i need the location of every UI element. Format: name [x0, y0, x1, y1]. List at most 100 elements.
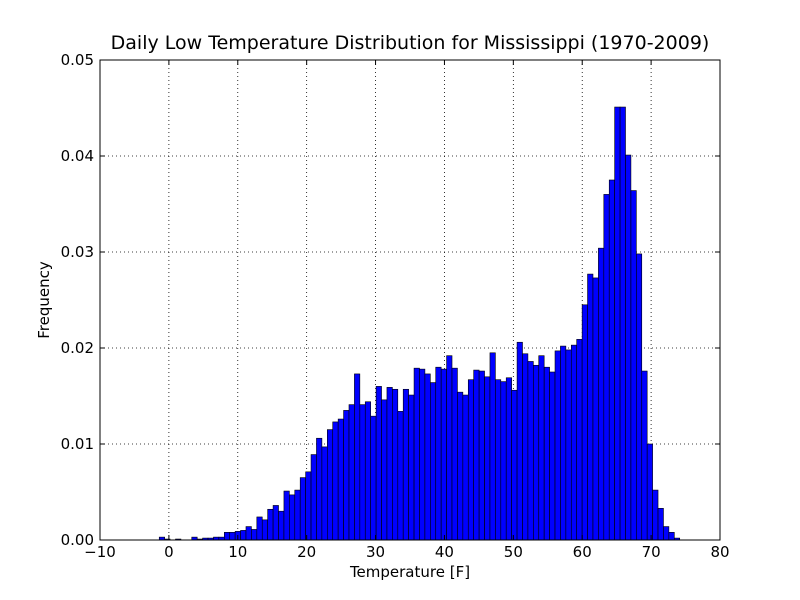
histogram-bar — [614, 106, 621, 541]
histogram-bar — [625, 154, 632, 541]
histogram-bar — [256, 516, 263, 541]
histogram-bar — [598, 247, 605, 541]
histogram-bar — [299, 477, 306, 541]
histogram-bar — [337, 418, 344, 541]
histogram-bar — [424, 373, 431, 541]
histogram-bar — [240, 530, 247, 541]
histogram-bar — [289, 494, 296, 541]
x-tick-label: 50 — [504, 543, 523, 561]
histogram-bar — [495, 379, 502, 541]
histogram-bar — [440, 368, 447, 541]
histogram-bar — [560, 345, 567, 541]
histogram-bar — [267, 508, 274, 541]
histogram-bar — [603, 194, 610, 541]
histogram-bar — [397, 411, 404, 541]
histogram-bar — [375, 386, 382, 541]
bars-group — [158, 106, 681, 541]
histogram-bar — [402, 388, 409, 541]
histogram-bar — [272, 505, 279, 541]
histogram-bar — [630, 190, 637, 541]
histogram-bar — [511, 389, 518, 541]
histogram-bar — [473, 369, 480, 541]
histogram-bar — [283, 490, 290, 541]
histogram-bar — [478, 370, 485, 541]
histogram-bar — [451, 367, 458, 541]
plot-frame — [99, 59, 721, 541]
x-tick-label: 0 — [164, 543, 174, 561]
histogram-bar — [592, 277, 599, 541]
histogram-bar — [484, 376, 491, 541]
ticks-group: −10 0 10 20 30 40 50 60 70 80 0.00 0.01 0.02 0.03 0.04… — [61, 51, 730, 561]
histogram-bar — [668, 532, 675, 541]
histogram-bar — [381, 399, 388, 541]
histogram-bar — [543, 366, 550, 541]
histogram-bar — [500, 381, 507, 541]
histogram-bar — [565, 349, 572, 541]
y-tick-label: 0.00 — [61, 531, 94, 549]
histogram-bar — [522, 353, 529, 541]
histogram-bar — [321, 446, 328, 541]
histogram-bar — [663, 526, 670, 541]
histogram-bar — [527, 361, 534, 541]
histogram-bar — [261, 519, 268, 541]
x-axis-label: Temperature [F] — [349, 563, 470, 581]
histogram-bar — [294, 489, 301, 541]
histogram-bar — [646, 443, 653, 541]
histogram-bar — [305, 471, 312, 541]
x-tick-label: −10 — [84, 543, 116, 561]
histogram-bar — [581, 304, 588, 541]
histogram-bar — [435, 366, 442, 541]
histogram-bar — [657, 508, 664, 541]
histogram-bar — [251, 529, 258, 541]
histogram-bar — [419, 368, 426, 541]
histogram-bar — [413, 367, 420, 541]
histogram-bar — [332, 421, 339, 541]
histogram-bar — [587, 273, 594, 541]
histogram-bar — [224, 532, 231, 541]
histogram-bar — [370, 415, 377, 541]
x-tick-label: 10 — [228, 543, 247, 561]
x-tick-label: 60 — [573, 543, 592, 561]
histogram-bar — [364, 401, 371, 541]
histogram-bar — [446, 355, 453, 541]
y-tick-label: 0.04 — [61, 147, 94, 165]
histogram-bar — [538, 355, 545, 541]
histogram-bar — [467, 379, 474, 541]
histogram-bar — [505, 377, 512, 541]
x-tick-label: 30 — [366, 543, 385, 561]
histogram-bar — [533, 364, 540, 541]
chart-title: Daily Low Temperature Distribution for M… — [111, 32, 710, 54]
y-tick-label: 0.01 — [61, 435, 94, 453]
histogram-bar — [641, 370, 648, 541]
histogram-bar — [408, 394, 415, 541]
histogram-bar — [245, 526, 252, 541]
x-tick-label: 40 — [435, 543, 454, 561]
y-tick-label: 0.02 — [61, 339, 94, 357]
histogram-bar — [652, 489, 659, 541]
histogram-bar — [608, 179, 615, 541]
histogram-bar — [619, 106, 626, 541]
histogram-bar — [316, 437, 323, 541]
histogram-bar — [327, 429, 334, 541]
histogram-bar — [386, 387, 393, 541]
y-tick-label: 0.03 — [61, 243, 94, 261]
histogram-bar — [576, 339, 583, 541]
histogram-bar — [570, 344, 578, 541]
histogram-bar — [457, 391, 464, 541]
histogram-bar — [392, 388, 399, 541]
histogram-bar — [359, 404, 366, 541]
histogram-bar — [489, 352, 496, 541]
histogram-bar — [354, 373, 361, 541]
x-tick-label: 80 — [710, 543, 729, 561]
histogram-bar — [462, 394, 469, 541]
histogram-bar — [310, 454, 317, 541]
histogram-bar — [554, 350, 561, 541]
y-axis-label: Frequency — [35, 261, 53, 339]
histogram-bar — [549, 371, 556, 541]
histogram-bar — [516, 341, 523, 541]
histogram-bar — [278, 510, 285, 541]
histogram-bar — [636, 253, 643, 541]
x-tick-label: 70 — [642, 543, 661, 561]
histogram-bar — [343, 410, 350, 541]
y-tick-label: 0.05 — [61, 51, 94, 69]
